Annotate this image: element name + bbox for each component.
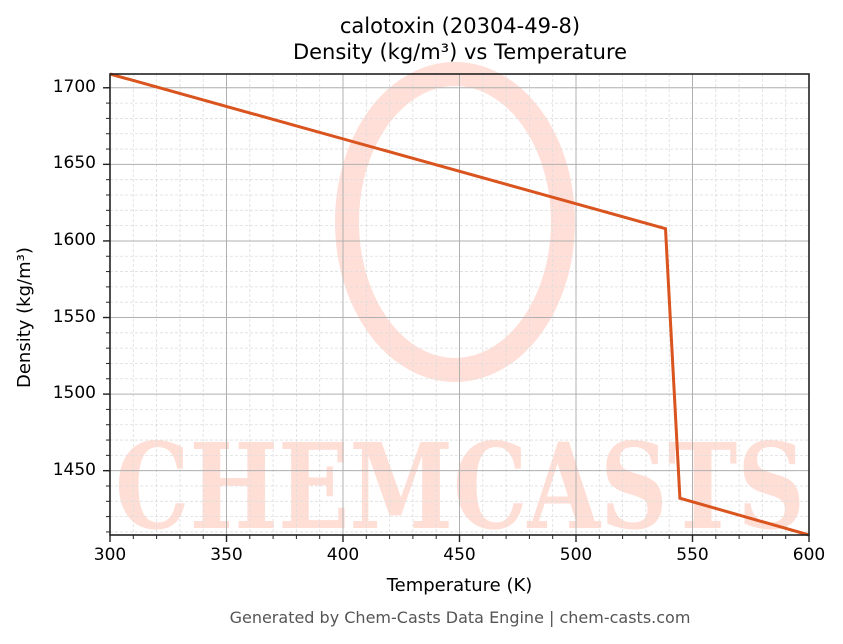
y-tick-label: 1500 — [52, 383, 96, 404]
y-tick-label: 1550 — [52, 306, 96, 327]
x-tick-label: 300 — [93, 545, 127, 565]
y-tick-label: 1450 — [52, 459, 96, 480]
y-axis-label: Density (kg/m³) — [14, 247, 35, 388]
y-tick-label: 1650 — [52, 153, 96, 174]
x-tick-label: 500 — [559, 545, 593, 565]
x-tick-label: 550 — [676, 545, 709, 565]
y-tick-label: 1600 — [52, 229, 96, 250]
density-line — [109, 72, 810, 537]
chart-title-line2: Density (kg/m³) vs Temperature — [292, 40, 628, 64]
y-tick-label: 1700 — [52, 76, 96, 97]
x-tick-label: 400 — [326, 545, 360, 565]
x-tick-label: 350 — [210, 545, 243, 565]
x-axis-label: Temperature (K) — [386, 575, 533, 596]
x-tick-label: 450 — [443, 545, 476, 565]
chart-title-line1: calotoxin (20304-49-8) — [339, 14, 581, 38]
x-tick-label: 600 — [792, 545, 826, 565]
footer-credit: Generated by Chem-Casts Data Engine | ch… — [229, 608, 691, 627]
axis-ticks — [103, 87, 810, 542]
